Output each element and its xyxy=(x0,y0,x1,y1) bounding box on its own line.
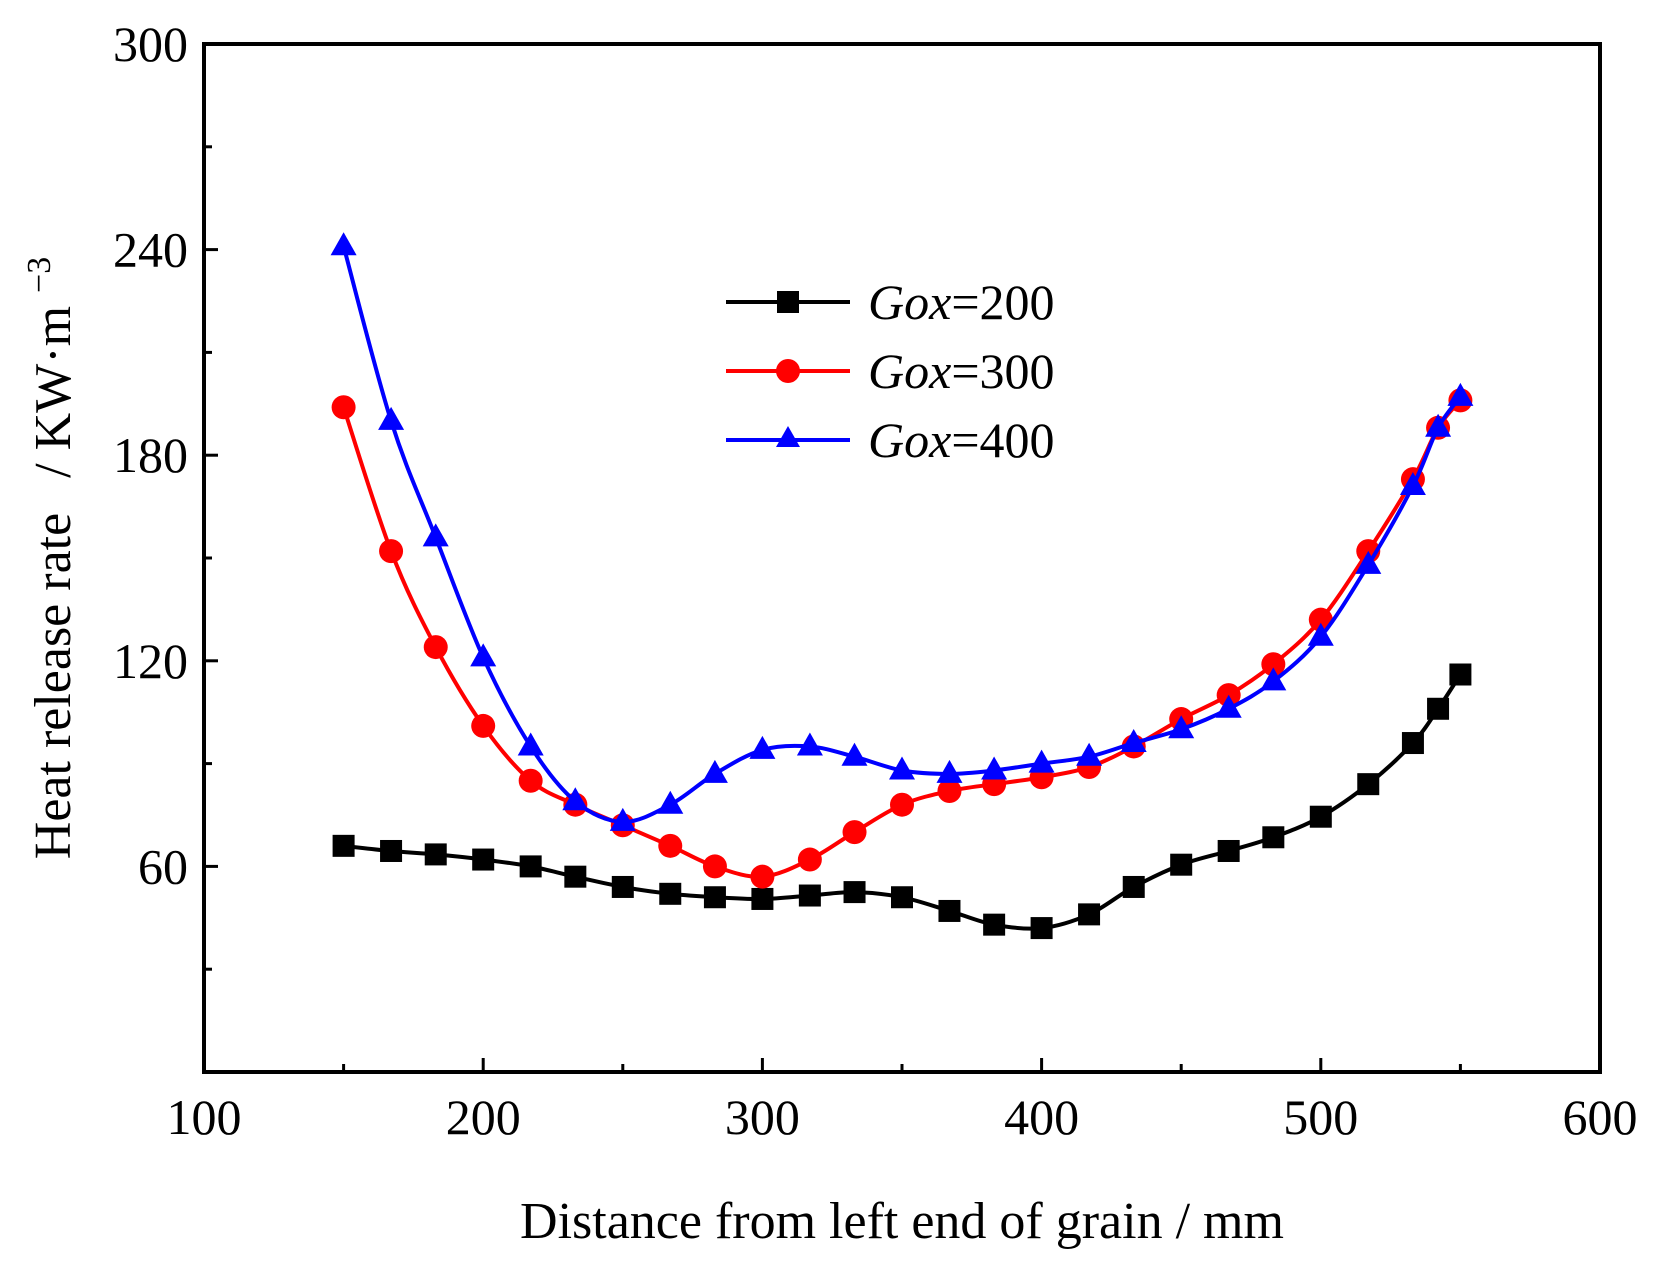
data-point-gox-300 xyxy=(842,820,867,845)
y-axis-title: Heat release rate / KW·m −3 xyxy=(21,257,82,859)
data-point-gox-400 xyxy=(609,807,636,831)
data-point-gox-400 xyxy=(330,232,357,256)
y-tick-label: 120 xyxy=(113,633,188,689)
data-point-gox-200 xyxy=(703,886,726,909)
data-point-gox-400 xyxy=(981,756,1008,780)
series-line-gox-400 xyxy=(341,245,1463,824)
data-point-gox-300 xyxy=(379,539,404,564)
data-point-gox-300 xyxy=(658,833,683,858)
data-point-gox-200 xyxy=(564,865,587,888)
data-point-gox-200 xyxy=(843,881,866,904)
series-gox-400 xyxy=(330,232,1474,831)
data-point-gox-200 xyxy=(1427,697,1450,720)
data-point-gox-400 xyxy=(470,643,497,667)
data-point-gox-400 xyxy=(1120,729,1147,752)
y-tick-label: 180 xyxy=(113,427,188,483)
data-point-gox-400 xyxy=(936,759,963,783)
legend: Gox=200 Gox=300 Gox=400 xyxy=(726,274,1055,468)
data-point-gox-400 xyxy=(657,790,684,814)
data-point-gox-300 xyxy=(750,864,775,889)
data-point-gox-400 xyxy=(1399,472,1426,495)
y-axis-title-main: Heat release rate xyxy=(25,513,82,859)
legend-marker-gox-300 xyxy=(776,359,800,383)
x-axis-title: Distance from left end of grain / mm xyxy=(520,1193,1284,1250)
y-tick-label: 300 xyxy=(113,16,188,72)
data-point-gox-300 xyxy=(702,854,727,879)
legend-label-gox-300: Gox=300 xyxy=(868,343,1055,399)
series-gox-200 xyxy=(332,663,1472,940)
x-tick-label: 200 xyxy=(446,1089,521,1145)
data-point-gox-200 xyxy=(611,875,634,898)
data-point-gox-400 xyxy=(889,756,915,780)
data-point-gox-200 xyxy=(1170,853,1193,876)
data-point-gox-400 xyxy=(1028,749,1055,773)
data-point-gox-200 xyxy=(1449,663,1472,686)
data-point-gox-400 xyxy=(562,787,589,811)
data-point-gox-300 xyxy=(518,768,543,793)
data-point-gox-400 xyxy=(1260,667,1287,691)
data-point-gox-200 xyxy=(1309,805,1332,828)
data-point-gox-400 xyxy=(796,732,823,756)
legend-entry-gox-200: Gox=200 xyxy=(726,274,1055,330)
legend-label-gox-400: Gox=400 xyxy=(868,412,1055,468)
legend-label-gox-200: Gox=200 xyxy=(868,274,1055,330)
data-point-gox-200 xyxy=(1262,826,1285,849)
axis-ticks: 100 200 300 400 500 600 60 120 180 240 300 xyxy=(113,16,1638,1145)
x-tick-label: 400 xyxy=(1004,1089,1079,1145)
data-point-gox-400 xyxy=(422,523,449,547)
legend-marker-gox-400 xyxy=(776,426,800,447)
data-point-gox-400 xyxy=(1076,742,1103,766)
data-point-gox-400 xyxy=(1447,382,1474,406)
data-point-gox-200 xyxy=(1122,875,1145,898)
data-point-gox-400 xyxy=(841,742,868,766)
legend-entry-gox-400: Gox=400 xyxy=(726,412,1055,468)
data-point-gox-300 xyxy=(937,779,962,804)
x-tick-label: 600 xyxy=(1563,1089,1638,1145)
data-point-gox-400 xyxy=(1168,715,1195,739)
plot-frame xyxy=(202,42,1602,1074)
data-point-gox-200 xyxy=(891,886,913,909)
data-point-gox-300 xyxy=(1261,652,1286,677)
data-point-gox-300 xyxy=(890,792,914,817)
data-point-gox-400 xyxy=(378,406,405,430)
data-point-gox-200 xyxy=(1401,732,1424,755)
data-point-gox-200 xyxy=(751,887,774,910)
y-axis-title-unit-exponent: −3 xyxy=(21,257,58,293)
data-point-gox-200 xyxy=(1030,917,1053,940)
data-point-gox-400 xyxy=(749,735,776,759)
data-point-gox-200 xyxy=(332,834,355,857)
data-point-gox-200 xyxy=(380,839,403,862)
legend-marker-gox-200 xyxy=(777,291,799,313)
y-tick-label: 240 xyxy=(113,222,188,278)
data-point-gox-200 xyxy=(938,899,961,922)
data-point-gox-300 xyxy=(797,847,822,872)
legend-entry-gox-300: Gox=300 xyxy=(726,343,1055,399)
series-layer xyxy=(330,232,1474,940)
data-point-gox-200 xyxy=(472,848,495,871)
data-point-gox-200 xyxy=(798,884,821,907)
data-point-gox-200 xyxy=(1357,773,1380,796)
x-tick-label: 300 xyxy=(725,1089,800,1145)
data-point-gox-400 xyxy=(701,759,728,783)
data-point-gox-200 xyxy=(424,843,447,866)
data-point-gox-200 xyxy=(1217,839,1240,862)
y-tick-label: 60 xyxy=(138,838,188,894)
data-point-gox-200 xyxy=(983,913,1006,936)
data-point-gox-200 xyxy=(519,855,542,878)
data-point-gox-400 xyxy=(517,732,544,756)
data-point-gox-200 xyxy=(1078,903,1101,926)
data-point-gox-200 xyxy=(659,882,682,905)
data-point-gox-400 xyxy=(1215,694,1242,718)
x-tick-label: 500 xyxy=(1283,1089,1358,1145)
y-axis-title-unit: / KW·m xyxy=(25,306,82,478)
data-point-gox-400 xyxy=(1425,413,1452,437)
x-tick-label: 100 xyxy=(167,1089,242,1145)
data-point-gox-400 xyxy=(1307,622,1334,646)
data-point-gox-300 xyxy=(331,395,356,420)
data-point-gox-400 xyxy=(1355,550,1382,574)
data-point-gox-300 xyxy=(423,635,448,660)
data-point-gox-300 xyxy=(471,713,496,738)
